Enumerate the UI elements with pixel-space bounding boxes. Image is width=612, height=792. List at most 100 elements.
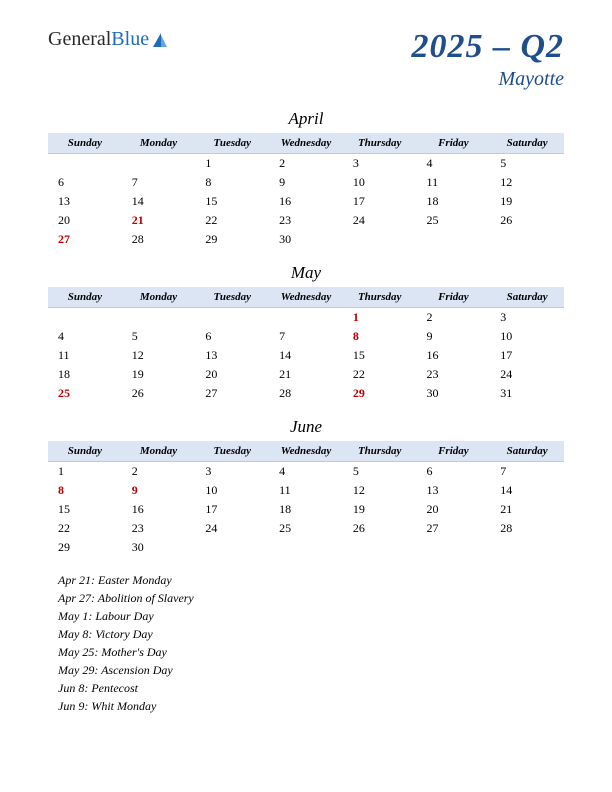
holiday-list: Apr 21: Easter MondayApr 27: Abolition o…: [48, 571, 564, 715]
calendar-row: 22232425262728: [48, 519, 564, 538]
calendar-cell: 1: [343, 308, 417, 328]
calendar-cell: 26: [343, 519, 417, 538]
calendar-cell: 5: [122, 327, 196, 346]
calendar-cell: 20: [417, 500, 491, 519]
month-name: June: [48, 417, 564, 437]
day-header: Tuesday: [195, 133, 269, 154]
calendar-cell: 1: [195, 154, 269, 174]
calendar-cell: 30: [417, 384, 491, 403]
calendar-cell: 4: [48, 327, 122, 346]
calendar-cell: 25: [48, 384, 122, 403]
calendar-cell: 12: [343, 481, 417, 500]
day-header: Sunday: [48, 441, 122, 462]
day-header: Tuesday: [195, 287, 269, 308]
calendar-cell: [490, 230, 564, 249]
calendar-cell: 18: [269, 500, 343, 519]
logo-sail-icon: [151, 31, 169, 49]
calendar-cell: 18: [417, 192, 491, 211]
calendar-cell: 14: [269, 346, 343, 365]
calendar-cell: 12: [490, 173, 564, 192]
calendar-cell: 27: [195, 384, 269, 403]
calendar-cell: 14: [122, 192, 196, 211]
calendar-cell: 4: [269, 462, 343, 482]
calendar-row: 13141516171819: [48, 192, 564, 211]
day-header: Monday: [122, 287, 196, 308]
calendar-cell: [195, 308, 269, 328]
logo-text-2: Blue: [111, 28, 149, 51]
day-header: Tuesday: [195, 441, 269, 462]
day-header: Wednesday: [269, 287, 343, 308]
calendar-cell: 12: [122, 346, 196, 365]
calendar-cell: 29: [343, 384, 417, 403]
calendar-cell: 8: [343, 327, 417, 346]
calendar-row: 45678910: [48, 327, 564, 346]
calendar-cell: [269, 308, 343, 328]
calendar-cell: 22: [195, 211, 269, 230]
calendar-cell: [122, 154, 196, 174]
calendar-cell: [48, 308, 122, 328]
calendar-cell: 9: [269, 173, 343, 192]
calendar-cell: 9: [122, 481, 196, 500]
calendar-cell: 28: [490, 519, 564, 538]
calendar-cell: 26: [490, 211, 564, 230]
day-header: Thursday: [343, 441, 417, 462]
calendar-cell: 13: [417, 481, 491, 500]
day-header: Wednesday: [269, 441, 343, 462]
calendar-cell: [122, 308, 196, 328]
day-header: Thursday: [343, 133, 417, 154]
calendar-cell: 7: [269, 327, 343, 346]
calendar-cell: 27: [417, 519, 491, 538]
calendar-cell: 19: [490, 192, 564, 211]
calendar-row: 20212223242526: [48, 211, 564, 230]
header: GeneralBlue 2025 – Q2 Mayotte: [48, 28, 564, 91]
holiday-entry: Jun 9: Whit Monday: [58, 697, 564, 715]
calendar-cell: [343, 230, 417, 249]
holiday-entry: May 29: Ascension Day: [58, 661, 564, 679]
holiday-entry: Jun 8: Pentecost: [58, 679, 564, 697]
holiday-entry: May 8: Victory Day: [58, 625, 564, 643]
calendar-cell: 2: [122, 462, 196, 482]
calendar-cell: 6: [417, 462, 491, 482]
calendar-cell: 21: [490, 500, 564, 519]
month-name: May: [48, 263, 564, 283]
logo: GeneralBlue: [48, 28, 169, 51]
calendar-cell: 30: [269, 230, 343, 249]
calendar-cell: 25: [269, 519, 343, 538]
calendar-cell: 7: [122, 173, 196, 192]
calendar-cell: 18: [48, 365, 122, 384]
calendar-cell: 4: [417, 154, 491, 174]
day-header: Wednesday: [269, 133, 343, 154]
calendar-cell: 15: [343, 346, 417, 365]
calendar-cell: 23: [122, 519, 196, 538]
calendar-cell: 2: [417, 308, 491, 328]
calendar-cell: 24: [195, 519, 269, 538]
calendar-cell: 16: [269, 192, 343, 211]
calendar-cell: 13: [195, 346, 269, 365]
calendar-cell: [417, 538, 491, 557]
page-title: 2025 – Q2: [411, 28, 564, 66]
calendar-cell: 11: [417, 173, 491, 192]
holiday-entry: May 25: Mother's Day: [58, 643, 564, 661]
month-block: June SundayMondayTuesdayWednesdayThursday…: [48, 417, 564, 557]
month-name: April: [48, 109, 564, 129]
calendar-cell: 24: [343, 211, 417, 230]
page-subtitle: Mayotte: [411, 68, 564, 91]
calendar-cell: 9: [417, 327, 491, 346]
calendar-cell: 19: [122, 365, 196, 384]
day-header: Thursday: [343, 287, 417, 308]
calendar-cell: 2: [269, 154, 343, 174]
day-header: Sunday: [48, 287, 122, 308]
calendar-cell: 3: [195, 462, 269, 482]
holiday-entry: Apr 27: Abolition of Slavery: [58, 589, 564, 607]
month-block: MaySundayMondayTuesdayWednesdayThursdayF…: [48, 263, 564, 403]
calendar-cell: [417, 230, 491, 249]
calendar-cell: 8: [48, 481, 122, 500]
day-header: Monday: [122, 133, 196, 154]
calendar-cell: 15: [195, 192, 269, 211]
day-header: Monday: [122, 441, 196, 462]
day-header: Friday: [417, 133, 491, 154]
calendar-cell: [48, 154, 122, 174]
calendar-table: SundayMondayTuesdayWednesdayThursdayFrid…: [48, 133, 564, 249]
calendar-cell: 6: [195, 327, 269, 346]
calendar-container: AprilSundayMondayTuesdayWednesdayThursda…: [48, 109, 564, 557]
